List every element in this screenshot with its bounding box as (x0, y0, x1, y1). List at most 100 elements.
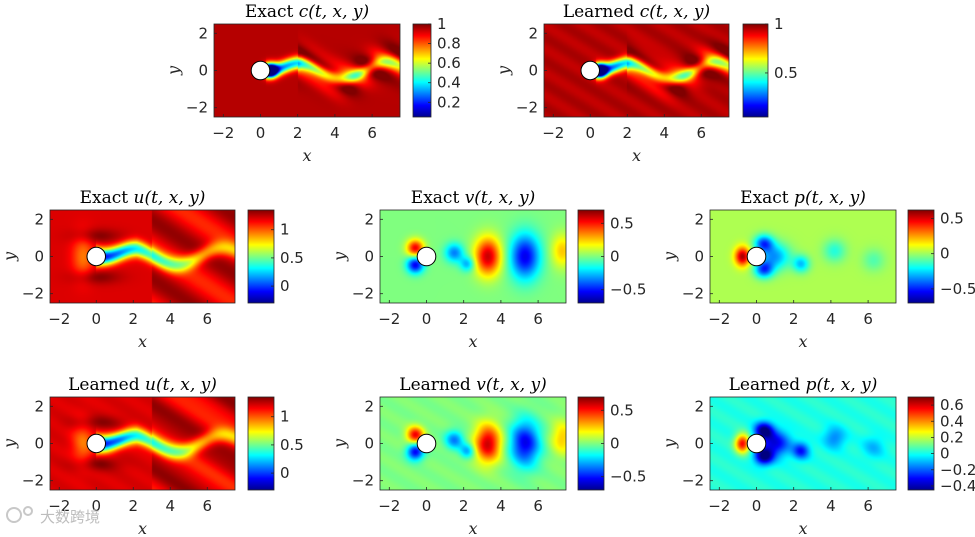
panel-title: Exact c(t, x, y) (245, 2, 369, 22)
colorbar-tick-label: 0.4 (940, 412, 964, 430)
y-tick-label: −2 (682, 472, 704, 490)
x-tick-label: 0 (752, 310, 762, 328)
x-tick-label: 6 (533, 497, 543, 515)
heatmap-c (214, 24, 400, 117)
title-args: (t, x, y) (144, 188, 205, 208)
panel-u_learned: −2 0 2 4 6 2 0 −2 x y Learned u(t, x, y) 1 0.5 0 (0, 375, 304, 537)
x-tick-label: 6 (202, 310, 212, 328)
x-axis-label: x (798, 519, 807, 537)
cylinder-marker (86, 433, 106, 454)
colorbar-tick-label: 1 (774, 15, 784, 33)
cylinder-marker (746, 246, 767, 267)
colorbar-tick-label: 0.5 (610, 401, 634, 419)
watermark: 大数跨境 (6, 506, 100, 526)
title-prefix: Learned (563, 2, 640, 22)
colorbar-tick-label: −0.2 (940, 461, 975, 479)
title-prefix: Exact (740, 188, 794, 208)
x-tick-label: 0 (585, 124, 595, 142)
cylinder-marker (250, 60, 271, 81)
colorbar-tick-label: 0 (280, 277, 290, 295)
y-axis-label: y (660, 251, 679, 262)
x-tick-label: 0 (256, 124, 266, 142)
colorbar-tick-label: 0.6 (940, 396, 964, 414)
y-tick-label: 0 (34, 435, 44, 453)
panel-u_exact: −2 0 2 4 6 2 0 −2 x y Exact u(t, x, y) 1 0.5 0 (0, 188, 304, 351)
x-tick-label: 2 (789, 310, 799, 328)
x-tick-label: 2 (459, 310, 469, 328)
y-tick-label: 2 (364, 397, 374, 415)
colorbar-tick-label: 0 (280, 464, 290, 482)
title-function: u (134, 188, 145, 208)
cylinder-marker (746, 433, 767, 454)
x-axis-label: x (798, 332, 807, 351)
heatmap-u (50, 397, 235, 490)
y-tick-label: 2 (694, 397, 704, 415)
x-tick-label: 6 (863, 310, 873, 328)
x-tick-label: 6 (202, 497, 212, 515)
panel-c_learned: −2 0 2 4 6 2 0 −2 x y Learned c(t, x, y) 1 0.5 (494, 2, 798, 165)
x-tick-label: −2 (378, 310, 400, 328)
y-tick-label: 2 (528, 24, 538, 42)
title-args: (t, x, y) (816, 375, 877, 395)
y-tick-label: 0 (694, 248, 704, 266)
colorbar-tick-label: 0.2 (940, 428, 964, 446)
y-tick-label: −2 (352, 285, 374, 303)
cylinder-marker (416, 433, 437, 454)
colorbar-tick-label: 0.2 (437, 93, 461, 111)
y-tick-label: 2 (34, 397, 44, 415)
y-tick-label: −2 (22, 285, 44, 303)
x-tick-label: −2 (48, 310, 70, 328)
title-args: (t, x, y) (805, 188, 866, 208)
y-tick-label: 0 (528, 62, 538, 80)
heatmap-p (710, 397, 896, 490)
x-tick-label: 6 (367, 124, 377, 142)
y-axis-label: y (494, 65, 513, 76)
title-prefix: Exact (80, 188, 134, 208)
colorbar-tick-label: 0.8 (437, 35, 461, 53)
title-prefix: Exact (245, 2, 299, 22)
colorbar-tick-label: −0.5 (610, 468, 646, 486)
y-axis-label: y (0, 438, 19, 449)
panel-title: Learned u(t, x, y) (68, 375, 217, 395)
colorbar-tick-label: 0.5 (280, 249, 304, 267)
colorbar (412, 23, 432, 118)
x-tick-label: 0 (91, 497, 101, 515)
y-axis-label: y (0, 251, 19, 262)
colorbar (907, 209, 935, 304)
title-function: v (476, 375, 486, 395)
x-tick-label: −2 (542, 124, 564, 142)
colorbar-tick-label: −0.5 (610, 281, 646, 299)
y-tick-label: −2 (186, 99, 208, 117)
colorbar-tick-label: 0.6 (437, 54, 461, 72)
x-tick-label: 2 (789, 497, 799, 515)
y-tick-label: −2 (682, 285, 704, 303)
panel-title: Learned p(t, x, y) (729, 375, 878, 395)
y-tick-label: 0 (364, 248, 374, 266)
colorbar-tick-label: −0.5 (940, 280, 975, 298)
colorbar-tick-label: 0.5 (774, 64, 798, 82)
x-tick-label: 0 (422, 310, 432, 328)
x-tick-label: −2 (708, 497, 730, 515)
panel-v_exact: −2 0 2 4 6 2 0 −2 x y Exact v(t, x, y) 0.5 0 −0.5 (330, 188, 646, 351)
panel-title: Exact v(t, x, y) (411, 188, 535, 208)
colorbar-tick-label: −0.4 (940, 477, 975, 495)
heatmap-u (50, 210, 235, 303)
colorbar-tick-label: 0 (610, 435, 620, 453)
y-axis-label: y (164, 65, 183, 76)
colorbar (907, 396, 935, 491)
title-args: (t, x, y) (649, 2, 710, 22)
y-tick-label: 0 (198, 62, 208, 80)
title-function: p (806, 375, 817, 395)
x-tick-label: 0 (91, 310, 101, 328)
y-tick-label: 2 (364, 210, 374, 228)
x-tick-label: 2 (622, 124, 632, 142)
y-tick-label: 2 (34, 210, 44, 228)
y-tick-label: 2 (198, 24, 208, 42)
y-axis-label: y (330, 251, 349, 262)
y-tick-label: 0 (34, 248, 44, 266)
x-axis-label: x (138, 332, 147, 351)
x-tick-label: 0 (752, 497, 762, 515)
watermark-text: 大数跨境 (40, 508, 100, 526)
x-tick-label: 2 (459, 497, 469, 515)
